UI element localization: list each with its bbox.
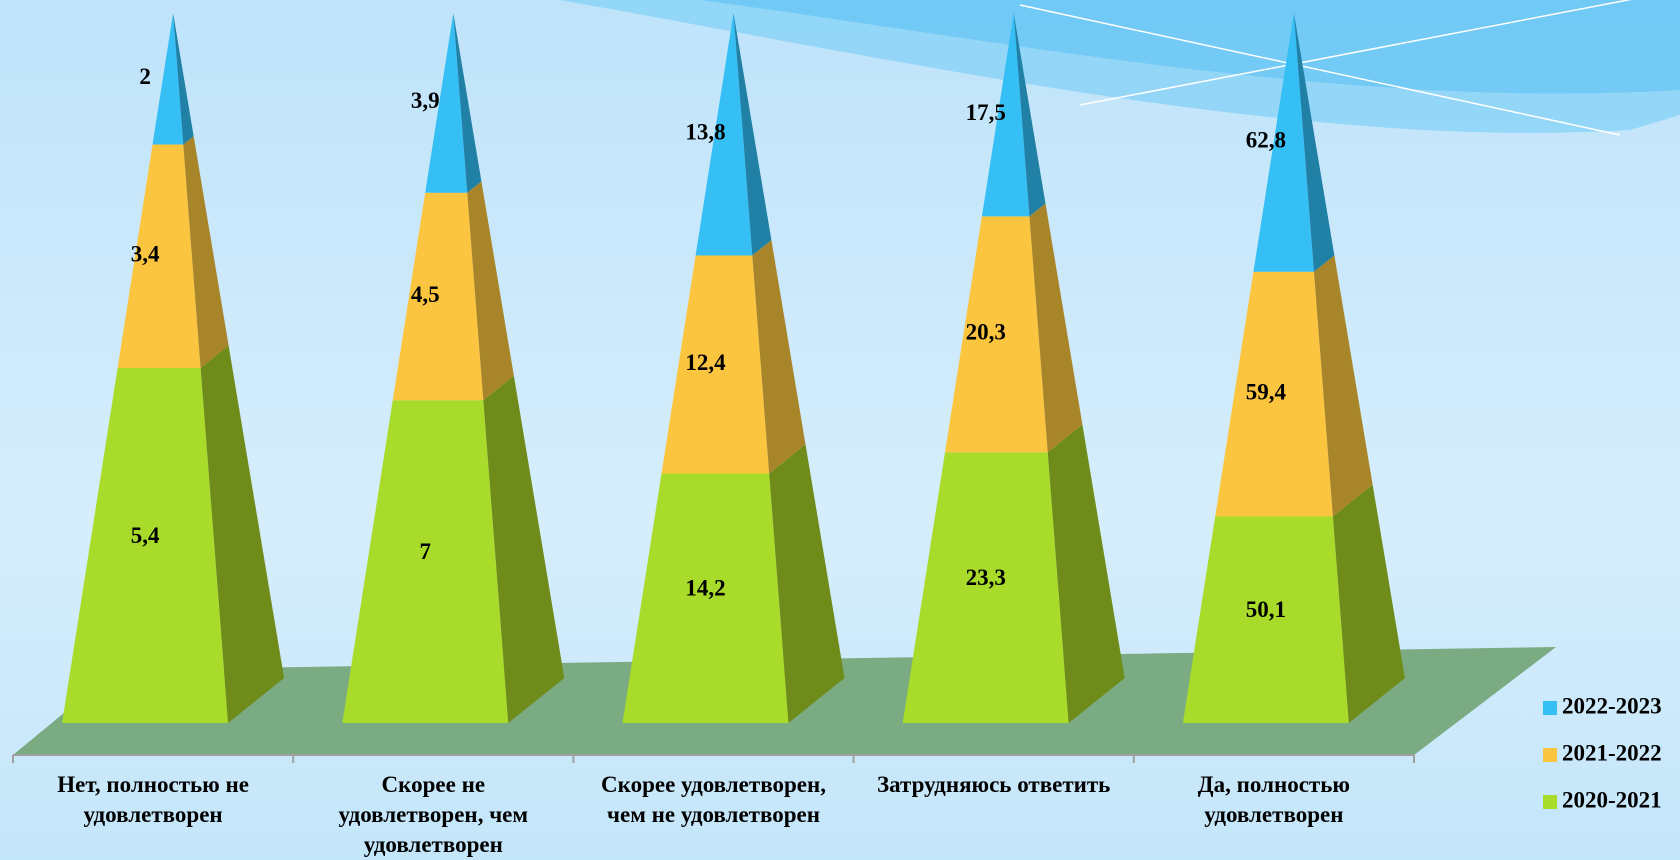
- value-label: 50,1: [1246, 597, 1286, 622]
- segment-side: [1013, 13, 1046, 217]
- pyramid-segment: [425, 13, 482, 193]
- segment-side: [752, 240, 806, 474]
- pyramid-segment: [1253, 13, 1335, 272]
- value-label: 59,4: [1246, 379, 1287, 404]
- value-label: 3,4: [131, 242, 160, 267]
- x-tick-label: Скорее удовлетворен, чем не удовлетворен: [601, 772, 826, 827]
- pyramid-segment: [981, 13, 1046, 217]
- value-label: 14,2: [685, 576, 725, 601]
- value-label: 20,3: [966, 320, 1006, 345]
- x-tick-label: Нет, полностью не удовлетворен: [57, 772, 249, 827]
- value-label: 7: [420, 539, 432, 564]
- legend-swatch: [1543, 748, 1557, 762]
- segment-front: [152, 13, 184, 145]
- x-tick-label: Затрудняюсь ответить: [877, 772, 1111, 797]
- value-label: 17,5: [966, 100, 1006, 125]
- pyramid-segment: [342, 375, 565, 723]
- pyramid-segment: [152, 13, 194, 145]
- value-label: 23,3: [966, 565, 1006, 590]
- legend-label: 2020-2021: [1562, 787, 1662, 812]
- x-tick-label: Скорее не удовлетворен, чем удовлетворен: [338, 772, 529, 857]
- legend-label: 2021-2022: [1562, 740, 1662, 765]
- segment-side: [483, 375, 565, 723]
- pyramid-segment: [62, 345, 285, 723]
- value-label: 4,5: [411, 282, 440, 307]
- x-tick-label: Да, полностью удовлетворен: [1197, 772, 1350, 827]
- segment-side: [733, 13, 772, 256]
- legend-swatch: [1543, 795, 1557, 809]
- pyramid-segment: [661, 240, 806, 474]
- segment-side: [467, 181, 514, 401]
- decoration: [1019, 0, 1632, 136]
- value-label: 5,4: [131, 523, 160, 548]
- segment-front: [392, 192, 484, 401]
- segment-front: [945, 216, 1048, 453]
- decoration: [700, 0, 1680, 94]
- segment-side: [1029, 203, 1083, 453]
- segment-side: [200, 345, 285, 723]
- segment-side: [769, 444, 845, 723]
- pyramid-segment: [945, 203, 1083, 453]
- segment-front: [902, 452, 1069, 723]
- value-label: 3,9: [411, 88, 440, 113]
- segment-side: [1047, 424, 1125, 723]
- legend-label: 2022-2023: [1562, 693, 1662, 718]
- legend-swatch: [1543, 701, 1557, 715]
- pyramid-segment: [622, 444, 845, 723]
- segment-front: [1215, 271, 1333, 517]
- segment-side: [1293, 13, 1335, 272]
- segment-front: [622, 473, 789, 723]
- value-label: 13,8: [685, 120, 725, 145]
- value-label: 62,8: [1246, 128, 1286, 153]
- pyramid-segment: [695, 13, 772, 256]
- segment-side: [1313, 255, 1373, 517]
- value-label: 12,4: [685, 350, 726, 375]
- pyramid-segment: [1182, 484, 1405, 723]
- pyramid-segment: [117, 136, 229, 368]
- segment-front: [1182, 516, 1349, 723]
- segment-side: [183, 136, 229, 368]
- segment-front: [981, 13, 1030, 217]
- value-label: 2: [139, 64, 151, 89]
- pyramid-segment: [1215, 255, 1373, 517]
- segment-front: [695, 13, 753, 256]
- segment-front: [62, 368, 229, 723]
- pyramid-segment: [392, 181, 514, 401]
- segment-front: [1253, 13, 1314, 272]
- segment-front: [425, 13, 468, 193]
- segment-front: [117, 144, 201, 368]
- segment-front: [661, 255, 770, 474]
- segment-side: [453, 13, 482, 193]
- segment-front: [342, 400, 509, 723]
- pyramid-segment: [902, 424, 1125, 723]
- segment-side: [1332, 484, 1405, 723]
- segment-side: [173, 13, 194, 145]
